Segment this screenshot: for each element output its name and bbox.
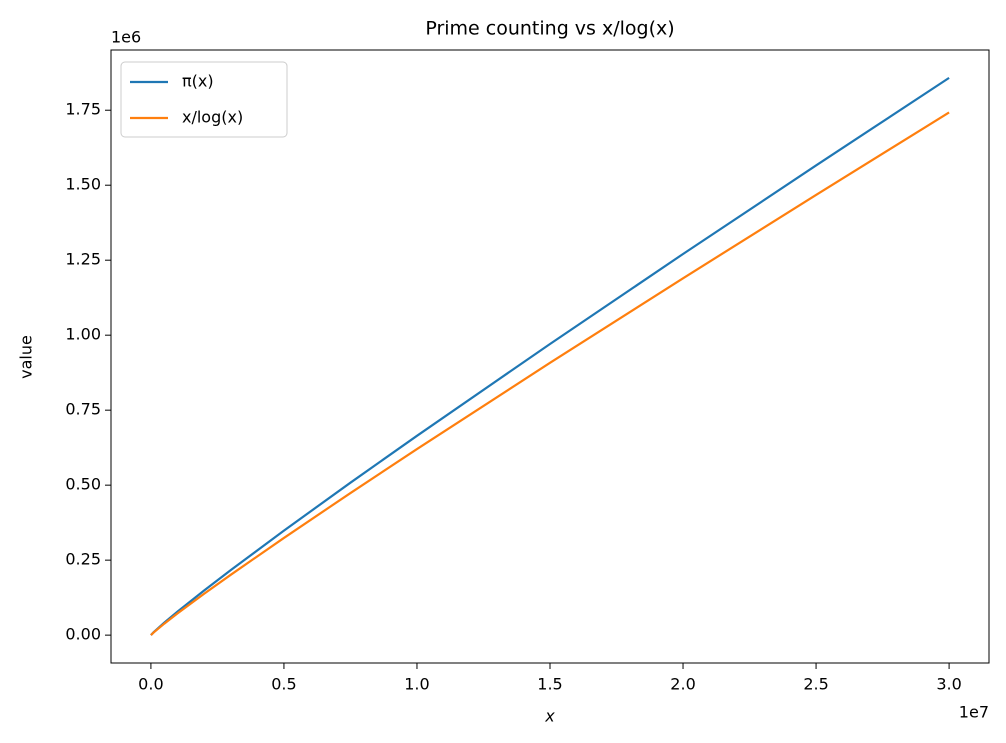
chart-title: Prime counting vs x/log(x) — [425, 18, 674, 40]
x-tick-label: 1.0 — [404, 675, 429, 694]
legend-label: x/log(x) — [182, 108, 243, 127]
x-tick-label: 0.0 — [138, 675, 163, 694]
y-axis-label: value — [17, 335, 36, 379]
x-tick-label: 2.5 — [803, 675, 828, 694]
y-tick-label: 0.50 — [65, 475, 101, 494]
y-tick-label: 0.75 — [65, 400, 101, 419]
y-tick-label: 1.00 — [65, 325, 101, 344]
x-tick-label: 3.0 — [936, 675, 961, 694]
x-tick-label: 2.0 — [670, 675, 695, 694]
x-tick-label: 0.5 — [271, 675, 296, 694]
y-tick-label: 0.25 — [65, 550, 101, 569]
x-tick-label: 1.5 — [537, 675, 562, 694]
x-offset-label: 1e7 — [959, 703, 989, 722]
y-tick-label: 1.25 — [65, 250, 101, 269]
series-line — [150, 111, 950, 636]
y-tick-label: 1.50 — [65, 175, 101, 194]
plot-frame — [110, 49, 990, 664]
x-axis-label: x — [544, 707, 555, 726]
y-tick-label: 1.75 — [65, 100, 101, 119]
legend-label: π(x) — [182, 72, 214, 91]
y-tick-label: 0.00 — [65, 625, 101, 644]
y-offset-label: 1e6 — [111, 28, 141, 47]
